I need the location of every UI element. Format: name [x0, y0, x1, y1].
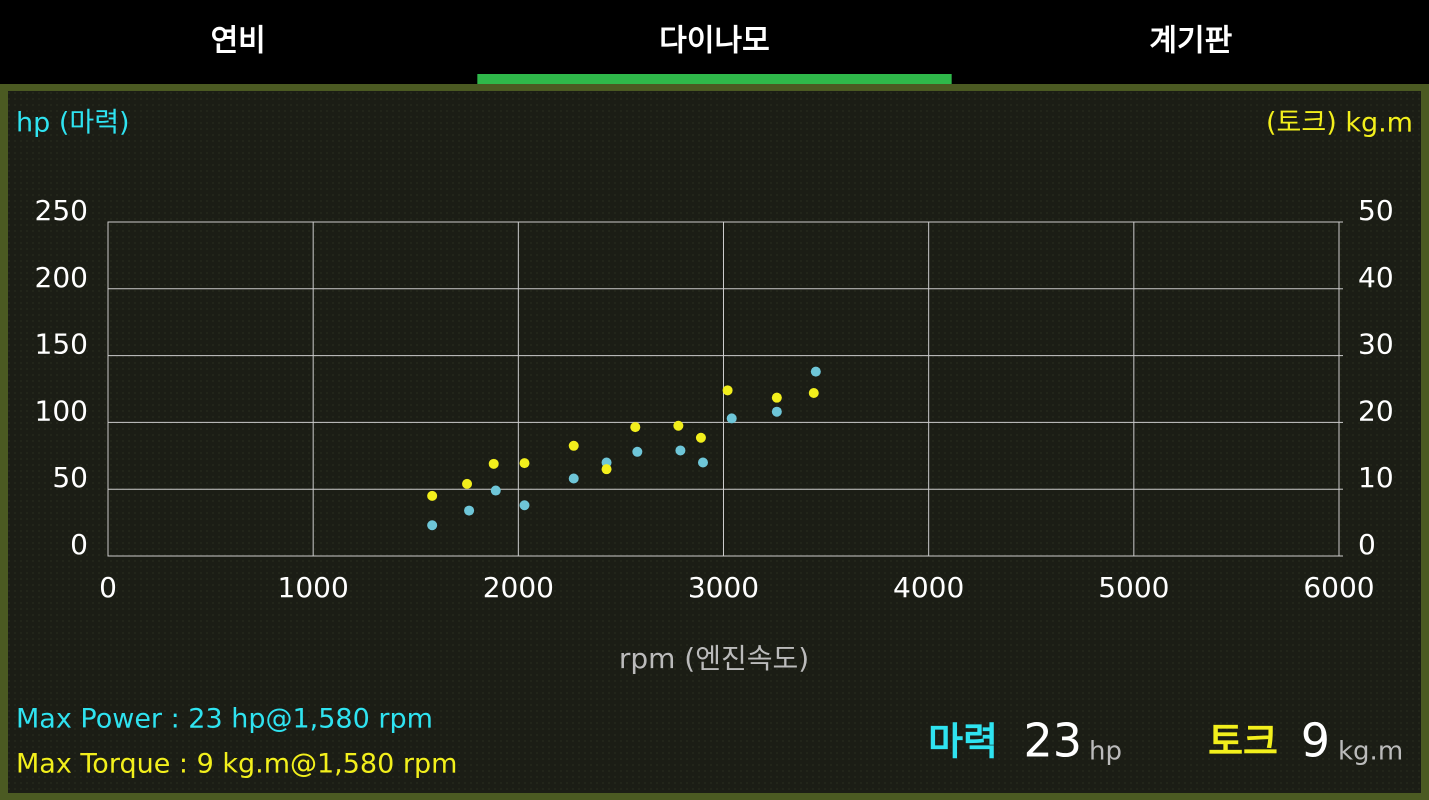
data-point — [488, 458, 499, 469]
data-point — [568, 473, 579, 484]
y2-axis-label: (토크) kg.m — [1266, 108, 1413, 139]
power-label: 마력 — [928, 720, 998, 764]
max-torque: Max Torque : 9 kg.m@1,580 rpm — [16, 749, 457, 780]
data-point — [808, 388, 819, 399]
data-point — [427, 520, 438, 531]
tab[interactable]: 다이나모 — [659, 24, 769, 59]
data-point — [462, 478, 473, 489]
data-point — [519, 500, 530, 511]
panel — [8, 91, 1421, 793]
x-tick-label: 6000 — [1303, 571, 1374, 604]
x-tick-label: 0 — [99, 571, 117, 604]
y-tick-label: 0 — [70, 528, 88, 561]
data-point — [630, 422, 641, 433]
y-axis-label: hp (마력) — [16, 108, 130, 139]
max-power: Max Power : 23 hp@1,580 rpm — [16, 704, 433, 735]
data-point — [673, 420, 684, 431]
tab[interactable]: 계기판 — [1149, 24, 1232, 59]
data-point — [632, 446, 643, 457]
data-point — [464, 505, 475, 516]
y2-tick-label: 20 — [1358, 394, 1394, 427]
data-point — [810, 366, 821, 377]
data-point — [695, 432, 706, 443]
tab[interactable]: 연비 — [211, 24, 266, 59]
power-unit: hp — [1089, 737, 1122, 767]
data-point — [601, 464, 612, 475]
x-tick-label: 5000 — [1098, 571, 1169, 604]
data-point — [519, 458, 530, 469]
y2-tick-label: 30 — [1358, 328, 1394, 361]
tab-indicator — [477, 74, 952, 84]
x-tick-label: 3000 — [688, 571, 759, 604]
y-tick-label: 250 — [35, 194, 88, 227]
y2-tick-label: 10 — [1358, 461, 1394, 494]
y-tick-label: 50 — [52, 461, 88, 494]
x-tick-label: 1000 — [278, 571, 349, 604]
torque-label: 토크 — [1208, 720, 1278, 764]
data-point — [568, 440, 579, 451]
x-tick-label: 4000 — [893, 571, 964, 604]
y-tick-label: 100 — [35, 394, 88, 427]
data-point — [771, 406, 782, 417]
data-point — [427, 490, 438, 501]
data-point — [771, 392, 782, 403]
power-value: 23 — [1023, 714, 1082, 768]
data-point — [726, 413, 737, 424]
torque-unit: kg.m — [1338, 737, 1403, 767]
tab-bar — [0, 0, 1429, 84]
x-axis-label: rpm (엔진속도) — [619, 642, 809, 675]
data-point — [675, 445, 686, 456]
y2-tick-label: 40 — [1358, 261, 1394, 294]
y-tick-label: 150 — [35, 328, 88, 361]
y-tick-label: 200 — [35, 261, 88, 294]
data-point — [490, 485, 501, 496]
data-point — [722, 385, 733, 396]
x-tick-label: 2000 — [483, 571, 554, 604]
y2-tick-label: 50 — [1358, 194, 1394, 227]
data-point — [697, 457, 708, 468]
torque-value: 9 — [1301, 714, 1330, 768]
y2-tick-label: 0 — [1358, 528, 1376, 561]
